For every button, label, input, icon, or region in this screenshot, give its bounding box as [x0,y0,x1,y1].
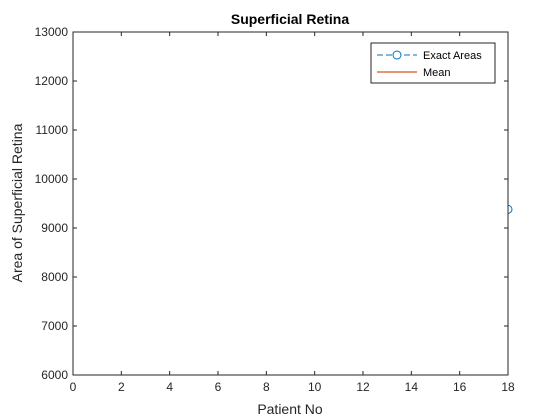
y-tick-label: 7000 [41,319,68,333]
y-tick-label: 13000 [35,25,69,39]
x-tick-label: 10 [308,380,322,394]
x-axis-label: Patient No [257,401,323,417]
axes: 0 2 4 6 8 10 12 14 16 18 6000 7000 8000 9000 10000 1100… [35,25,515,394]
legend-exact-label: Exact Areas [423,50,482,62]
axes-box [72,31,509,376]
x-tick-label: 4 [166,380,173,394]
x-tick-label: 12 [356,380,370,394]
x-tick-label: 8 [263,380,270,394]
legend-exact-marker [392,50,402,60]
x-tick-label: 18 [501,380,515,394]
x-tick-label: 6 [215,380,222,394]
legend-box [370,42,496,84]
y-tick-label: 11000 [36,123,69,137]
x-tick-label: 14 [405,380,419,394]
x-tick-label: 2 [118,380,125,394]
y-tick-label: 10000 [35,172,69,186]
y-axis-label: Area of Superficial Retina [9,123,25,282]
x-tick-label: 0 [70,380,77,394]
y-tick-label: 12000 [35,74,69,88]
x-tick-label: 16 [453,380,467,394]
y-tick-label: 8000 [41,270,68,284]
legend: Exact Areas Mean [370,42,496,84]
y-tick-label: 6000 [41,368,68,382]
y-tick-label: 9000 [41,221,68,235]
chart-title: Superficial Retina [231,11,349,27]
legend-mean-label: Mean [423,67,451,79]
